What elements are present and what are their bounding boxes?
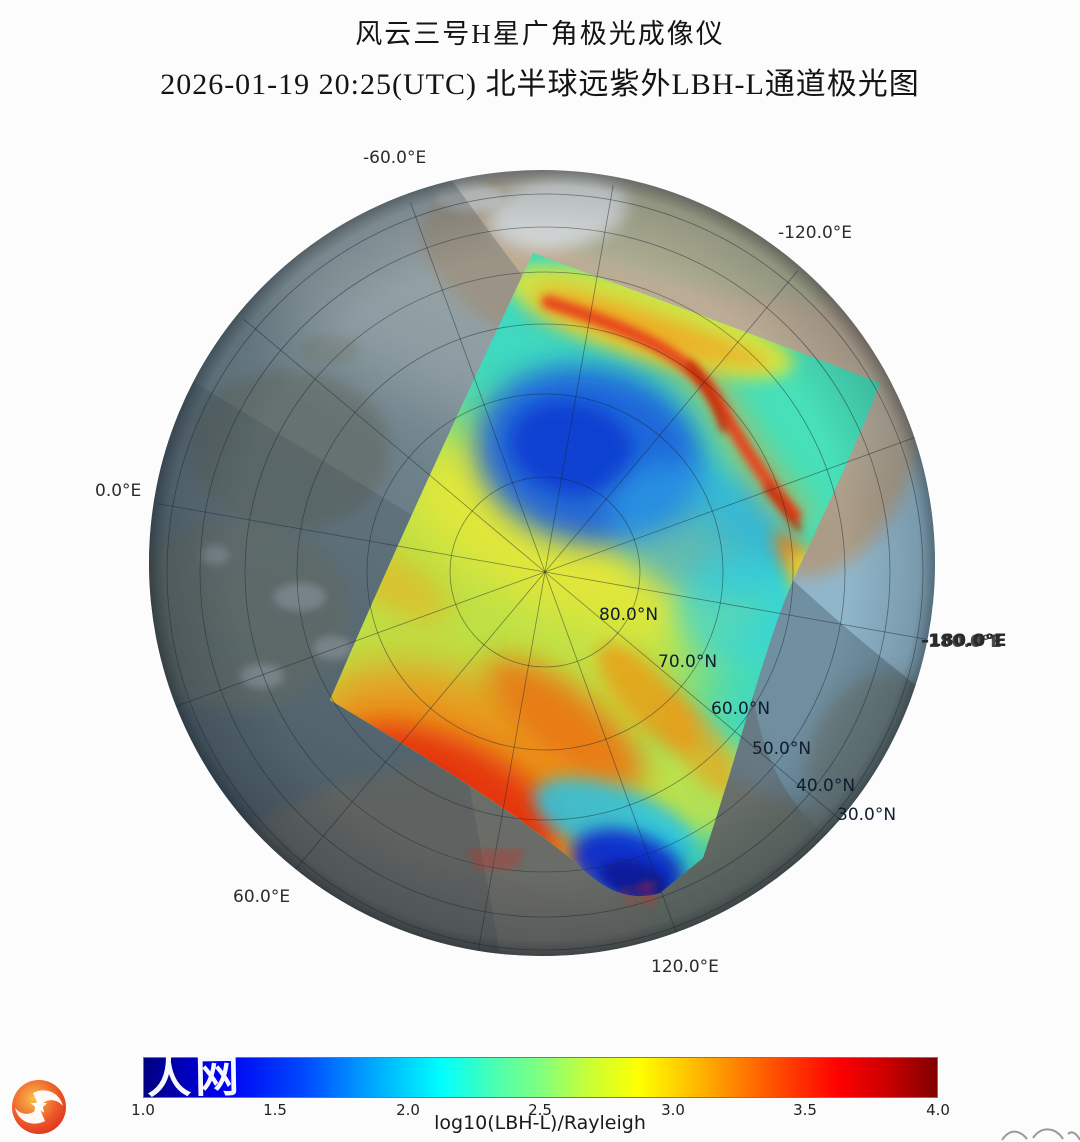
longitude-label: 0.0°E (95, 481, 142, 501)
place-label-red-west (470, 850, 522, 869)
figure-title-line2: 2026-01-19 20:25(UTC) 北半球远紫外LBH-L通道极光图 (160, 68, 920, 101)
place-label-red-east (621, 881, 661, 909)
colorbar-label: log10(LBH-L)/Rayleigh (434, 1112, 646, 1134)
colorbar-gradient (143, 1057, 938, 1098)
globe-rim-shading (149, 170, 935, 956)
colorbar-tick: 4.0 (926, 1101, 950, 1119)
longitude-label: 60.0°E (233, 887, 291, 907)
latitude-label: 70.0°N (658, 652, 718, 672)
colorbar-tick: 3.0 (661, 1101, 685, 1119)
longitude-label: -180.0°E (921, 631, 1006, 651)
latitude-label: 60.0°N (711, 699, 771, 719)
colorbar-tick: 1.0 (131, 1101, 155, 1119)
latitude-label: 30.0°N (837, 805, 897, 825)
figure-title: 风云三号H星广角极光成像仪 2026-01-19 20:25(UTC) 北半球远… (0, 12, 1080, 103)
colorbar-tick: 2.0 (396, 1101, 420, 1119)
corner-scribble (1001, 1128, 1080, 1141)
colorbar-tick: 2.5 (528, 1101, 552, 1119)
swirl-logo-icon (12, 1080, 66, 1134)
latitude-label: 50.0°N (752, 739, 812, 759)
latitude-label: 40.0°N (796, 776, 856, 796)
longitude-label: 180.0°E (928, 632, 1002, 652)
figure-title-line1: 风云三号H星广角极光成像仪 (355, 19, 725, 49)
longitude-label: 120.0°E (651, 957, 719, 977)
colorbar-tick: 1.5 (263, 1101, 287, 1119)
news-logo (10, 1078, 68, 1136)
longitude-label: -120.0°E (778, 223, 853, 243)
watermark-text: 人网 (146, 1051, 244, 1104)
star-icon (30, 1097, 48, 1113)
latitude-label: 80.0°N (599, 605, 659, 625)
longitude-label: -60.0°E (363, 148, 427, 168)
colorbar-tick: 3.5 (793, 1101, 817, 1119)
